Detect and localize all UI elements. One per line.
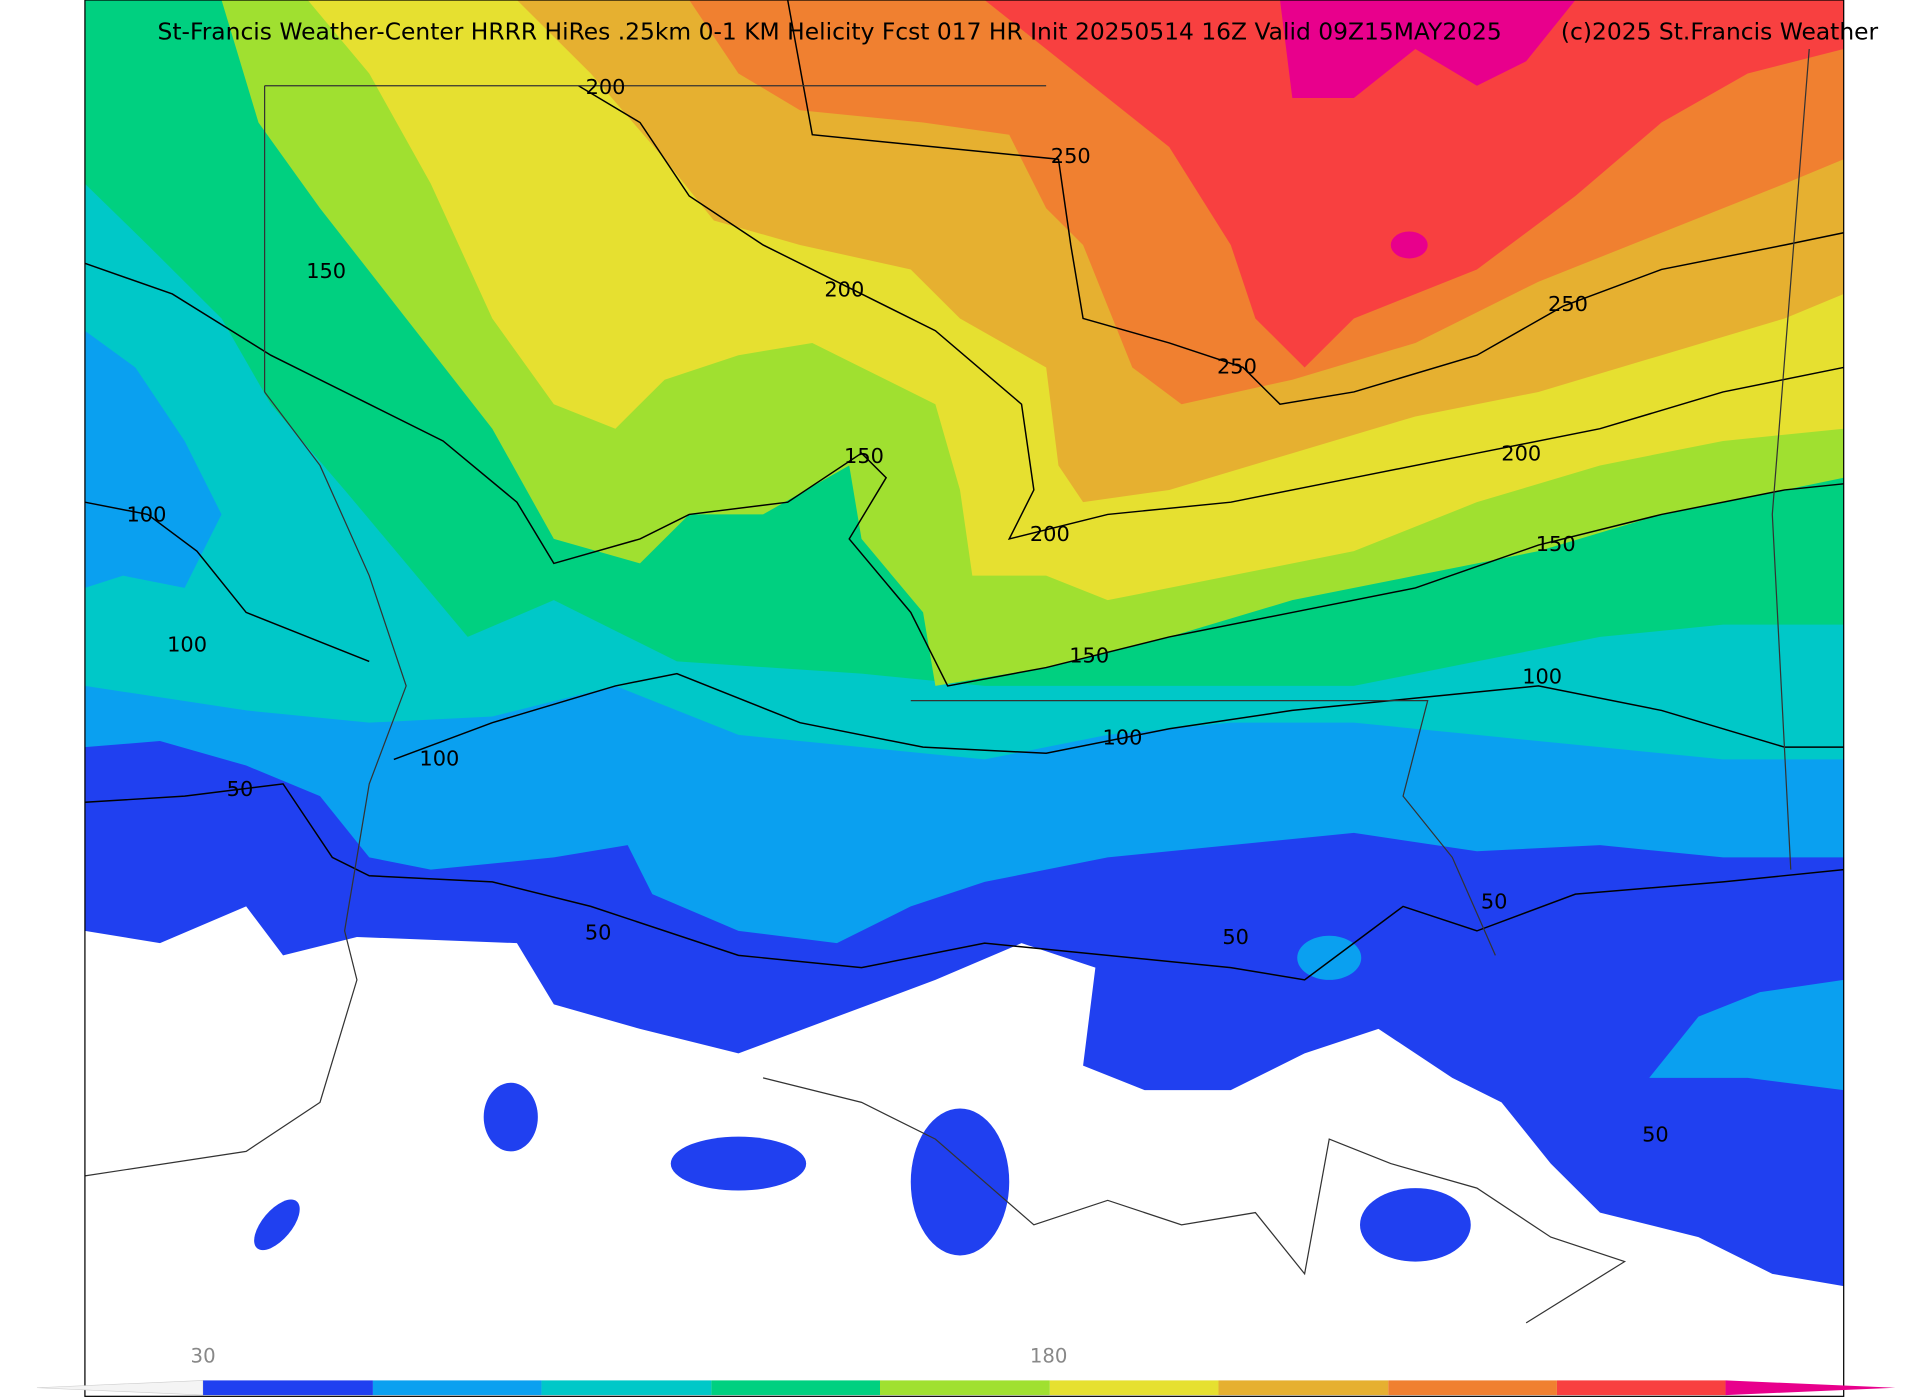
contour-labels: 200 250 150 200 250 250 150 200 100 200 …	[126, 75, 1668, 1146]
contour-label: 50	[585, 920, 612, 944]
title: St-Francis Weather-Center HRRR HiRes .25…	[158, 19, 1502, 46]
contour-label: 150	[844, 444, 884, 468]
contour-label: 200	[1030, 522, 1070, 546]
contour-label: 50	[1642, 1122, 1669, 1146]
contour-label: 200	[1501, 441, 1541, 465]
contour-label: 250	[1051, 144, 1091, 168]
contour-label: 100	[167, 633, 207, 657]
map-fields	[84, 0, 1844, 1397]
contour-label: 200	[586, 75, 626, 99]
contour-label: 250	[1548, 292, 1588, 316]
contour-label: 150	[1069, 644, 1109, 668]
contour-label: 150	[1536, 532, 1576, 556]
contour-label: 50	[1222, 925, 1249, 949]
contour-label: 250	[1217, 354, 1257, 378]
contour-label: 100	[419, 746, 459, 770]
contour-label: 100	[1102, 726, 1142, 750]
contour-label: 100	[126, 503, 166, 527]
contours-and-borders	[84, 0, 1844, 1324]
contour-label: 100	[1522, 664, 1562, 688]
contour-label: 50	[1481, 890, 1508, 914]
map-frame	[84, 0, 1845, 1397]
colorbar: 30 180	[36, 1345, 1896, 1396]
credit: (c)2025 St.Francis Weather	[1561, 19, 1879, 46]
contour-label: 150	[306, 259, 346, 283]
contour-label: 200	[824, 277, 864, 301]
colorbar-label: 30	[191, 1345, 216, 1368]
contour-label: 50	[227, 777, 254, 801]
colorbar-label: 180	[1030, 1345, 1068, 1368]
